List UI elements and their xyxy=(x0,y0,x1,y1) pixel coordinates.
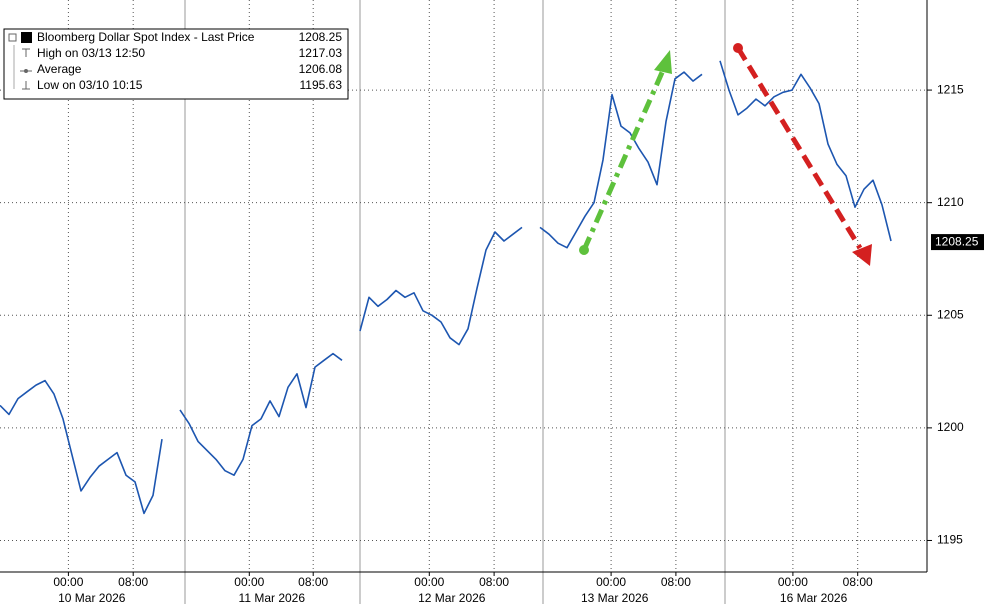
x-tick-label: 08:00 xyxy=(118,575,148,589)
legend-value: 1217.03 xyxy=(299,46,343,60)
x-tick-label: 00:00 xyxy=(414,575,444,589)
legend-label: Low on 03/10 10:15 xyxy=(37,78,143,92)
legend-title: Bloomberg Dollar Spot Index - Last Price xyxy=(37,30,255,44)
up-arrow-head xyxy=(654,50,672,74)
x-tick-label: 08:00 xyxy=(843,575,873,589)
down-arrow-head xyxy=(852,244,872,266)
y-tick-label: 1210 xyxy=(937,195,964,209)
legend-value: 1195.63 xyxy=(300,78,343,92)
legend-toggle xyxy=(8,33,17,42)
y-tick-label: 1215 xyxy=(937,82,964,96)
up-arrow-shaft xyxy=(581,66,667,252)
legend-icon xyxy=(24,69,28,73)
legend-box xyxy=(3,28,349,100)
x-day-label: 10 Mar 2026 xyxy=(58,591,126,604)
legend-value: 1208.25 xyxy=(299,30,343,44)
legend-value: 1206.08 xyxy=(299,62,343,76)
x-day-label: 12 Mar 2026 xyxy=(418,591,486,604)
legend-icon xyxy=(22,81,30,90)
x-day-label: 16 Mar 2026 xyxy=(780,591,848,604)
x-tick-label: 08:00 xyxy=(661,575,691,589)
y-tick-label: 1205 xyxy=(937,307,964,321)
x-tick-label: 00:00 xyxy=(596,575,626,589)
plot-area xyxy=(0,0,927,572)
x-day-label: 11 Mar 2026 xyxy=(239,591,306,604)
x-tick-label: 08:00 xyxy=(479,575,509,589)
last-price-label: 1208.25 xyxy=(935,234,979,248)
y-tick-label: 1195 xyxy=(937,533,963,547)
down-arrow-start xyxy=(733,43,743,53)
x-day-label: 13 Mar 2026 xyxy=(581,591,649,604)
legend-swatch xyxy=(21,32,32,43)
legend-label: High on 03/13 12:50 xyxy=(37,46,145,60)
legend: Bloomberg Dollar Spot Index - Last Price… xyxy=(3,28,349,100)
y-tick-label: 1200 xyxy=(937,420,964,434)
x-tick-label: 00:00 xyxy=(53,575,83,589)
legend-label: Average xyxy=(37,62,82,76)
x-tick-label: 00:00 xyxy=(778,575,808,589)
price-line xyxy=(0,60,892,515)
x-tick-label: 00:00 xyxy=(234,575,264,589)
trend-arrows xyxy=(579,43,872,266)
legend-icon xyxy=(22,48,30,57)
x-tick-label: 08:00 xyxy=(298,575,328,589)
last-price-box xyxy=(931,234,984,251)
down-arrow-shaft xyxy=(735,46,863,250)
up-arrow-start xyxy=(579,245,589,255)
